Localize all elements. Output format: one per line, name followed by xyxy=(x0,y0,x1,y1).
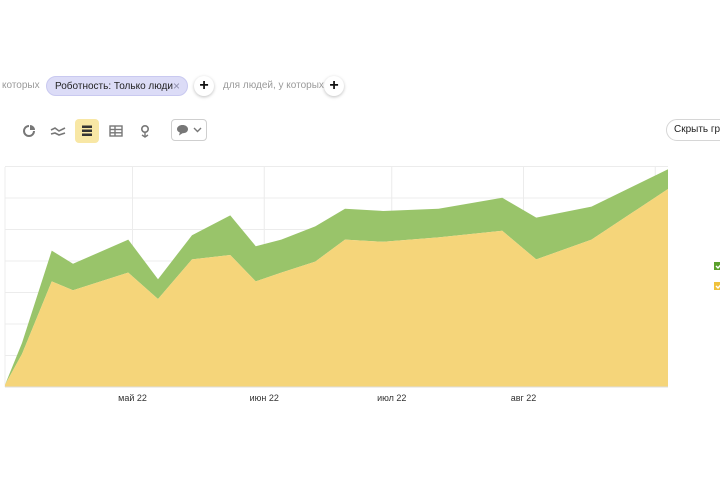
line-chart-button[interactable] xyxy=(46,119,70,143)
legend-item-top-series[interactable] xyxy=(714,262,720,270)
stacked-area-chart: май 22 июн 22 июл 22 авг 22 xyxy=(4,166,668,403)
stacked-area-chart-icon xyxy=(82,125,92,136)
pie-chart-icon xyxy=(23,125,35,137)
checkbox-icon xyxy=(714,282,720,290)
series-area-top xyxy=(5,169,668,385)
x-tick-label: авг 22 xyxy=(511,393,537,403)
close-icon[interactable]: × xyxy=(173,79,181,93)
checkbox-icon xyxy=(714,262,720,270)
robotness-filter-chip[interactable]: Роботность: Только люди × xyxy=(46,76,188,96)
comments-dropdown[interactable] xyxy=(171,119,207,141)
chart-type-toolbar xyxy=(0,117,720,145)
series-area-bottom xyxy=(5,189,668,387)
chip-label: Роботность: Только люди xyxy=(55,81,173,92)
x-tick-label: июн 22 xyxy=(250,393,279,403)
speech-bubble-icon xyxy=(177,125,188,136)
x-tick-label: июл 22 xyxy=(377,393,406,403)
pie-chart-button[interactable] xyxy=(17,119,41,143)
legend-item-bottom-series[interactable] xyxy=(714,282,720,290)
add-filter-button[interactable]: + xyxy=(194,76,214,96)
hide-chart-button[interactable]: Скрыть гр xyxy=(666,119,720,141)
filter-condition-text: которых xyxy=(2,80,40,91)
chevron-down-icon xyxy=(193,127,202,133)
table-icon xyxy=(109,125,123,137)
add-people-condition-button[interactable]: + xyxy=(324,76,344,96)
map-button[interactable] xyxy=(133,119,157,143)
people-condition-text: для людей, у которых xyxy=(223,80,324,91)
stacked-area-chart-button[interactable] xyxy=(75,119,99,143)
map-icon xyxy=(140,124,150,138)
table-button[interactable] xyxy=(104,119,128,143)
line-chart-icon xyxy=(50,127,66,136)
filter-bar: которых Роботность: Только люди × + для … xyxy=(0,76,720,98)
x-tick-label: май 22 xyxy=(118,393,147,403)
